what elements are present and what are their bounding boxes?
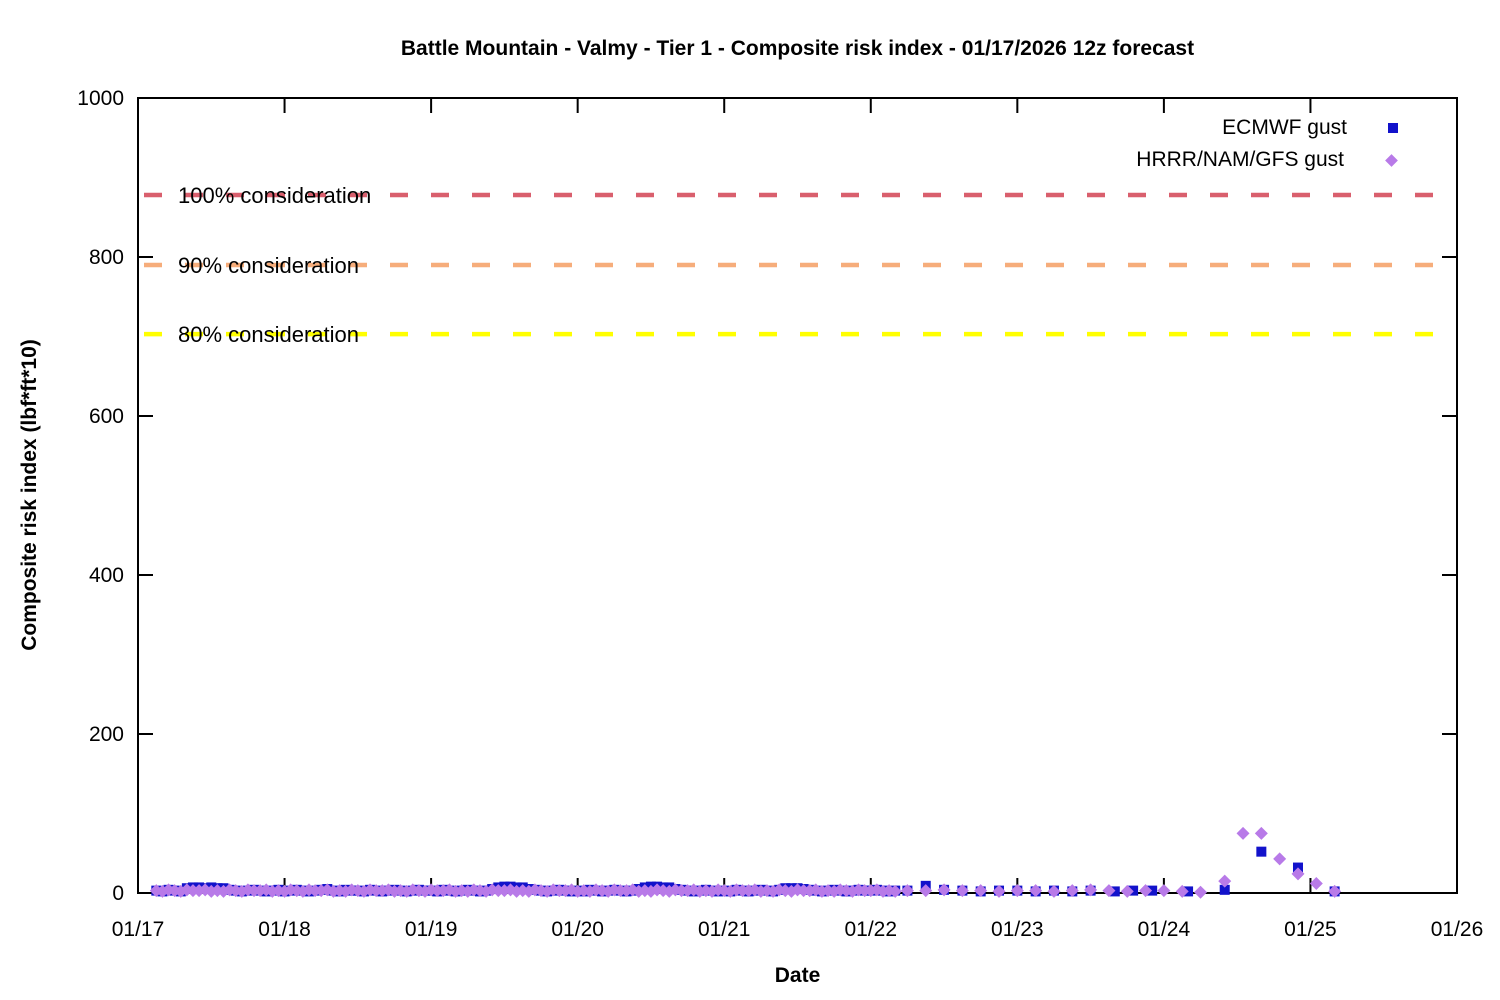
x-axis-label: Date — [774, 964, 821, 987]
x-tick-label: 01/25 — [1284, 918, 1337, 941]
data-point-diamond — [1047, 884, 1061, 898]
data-point-diamond — [1157, 884, 1171, 898]
data-point-diamond — [955, 884, 969, 898]
plot-border — [137, 97, 1458, 894]
data-point-diamond — [1236, 826, 1250, 840]
data-point-diamond — [974, 884, 988, 898]
legend-label-ecmwf: ECMWF gust — [1222, 116, 1347, 139]
square-marker-icon — [1388, 123, 1398, 133]
chart-title: Battle Mountain - Valmy - Tier 1 - Compo… — [400, 37, 1195, 60]
data-point-diamond — [1120, 884, 1134, 898]
x-tick-label: 01/17 — [112, 918, 165, 941]
legend-item-hrrr-nam-gfs: HRRR/NAM/GFS gust — [1136, 144, 1398, 176]
data-point-diamond — [1139, 884, 1153, 898]
data-point-diamond — [1273, 852, 1287, 866]
diamond-marker-icon — [1385, 153, 1398, 167]
data-point-diamond — [919, 884, 933, 898]
data-point-diamond — [900, 884, 914, 898]
x-tick-label: 01/26 — [1431, 918, 1484, 941]
threshold-label: 100% consideration — [178, 183, 371, 208]
data-point-diamond — [1029, 884, 1043, 898]
data-point-diamond — [937, 883, 951, 897]
hrrr-nam-gfs-series — [149, 826, 1342, 899]
legend-item-ecmwf: ECMWF gust — [1222, 112, 1398, 144]
y-tick-label: 400 — [89, 564, 124, 587]
data-point-diamond — [1291, 867, 1305, 881]
y-tick-label: 200 — [89, 723, 124, 746]
x-tick-label: 01/20 — [551, 918, 604, 941]
data-point-square — [1219, 884, 1230, 895]
x-tick-label: 01/23 — [991, 918, 1044, 941]
data-point-diamond — [1175, 884, 1189, 898]
data-point-square — [1147, 885, 1158, 896]
data-point-diamond — [1194, 885, 1208, 899]
legend-label-hrrr-nam-gfs: HRRR/NAM/GFS gust — [1136, 148, 1344, 171]
x-tick-label: 01/19 — [405, 918, 458, 941]
data-point-diamond — [1254, 826, 1268, 840]
data-point-diamond — [1328, 884, 1342, 898]
data-point-diamond — [888, 884, 902, 898]
x-tick-label: 01/18 — [258, 918, 311, 941]
y-tick-label: 600 — [89, 405, 124, 428]
x-tick-label: 01/22 — [844, 918, 897, 941]
data-point-diamond — [1010, 884, 1024, 898]
data-point-square — [1128, 885, 1139, 896]
y-tick-label: 0 — [112, 882, 124, 905]
y-tick-label: 1000 — [77, 87, 124, 110]
threshold-label: 90% consideration — [178, 253, 359, 278]
data-point-square — [1256, 846, 1267, 857]
data-point-square — [1109, 886, 1120, 897]
threshold-label: 80% consideration — [178, 322, 359, 347]
data-point-diamond — [1065, 884, 1079, 898]
data-point-diamond — [1084, 883, 1098, 897]
x-tick-label: 01/24 — [1138, 918, 1191, 941]
data-point-diamond — [1102, 884, 1116, 898]
legend: ECMWF gust HRRR/NAM/GFS gust — [1136, 112, 1398, 176]
x-tick-label: 01/21 — [698, 918, 751, 941]
data-point-diamond — [992, 884, 1006, 898]
data-point-diamond — [1218, 874, 1232, 888]
y-tick-label: 800 — [89, 246, 124, 269]
data-point-diamond — [1309, 876, 1323, 890]
